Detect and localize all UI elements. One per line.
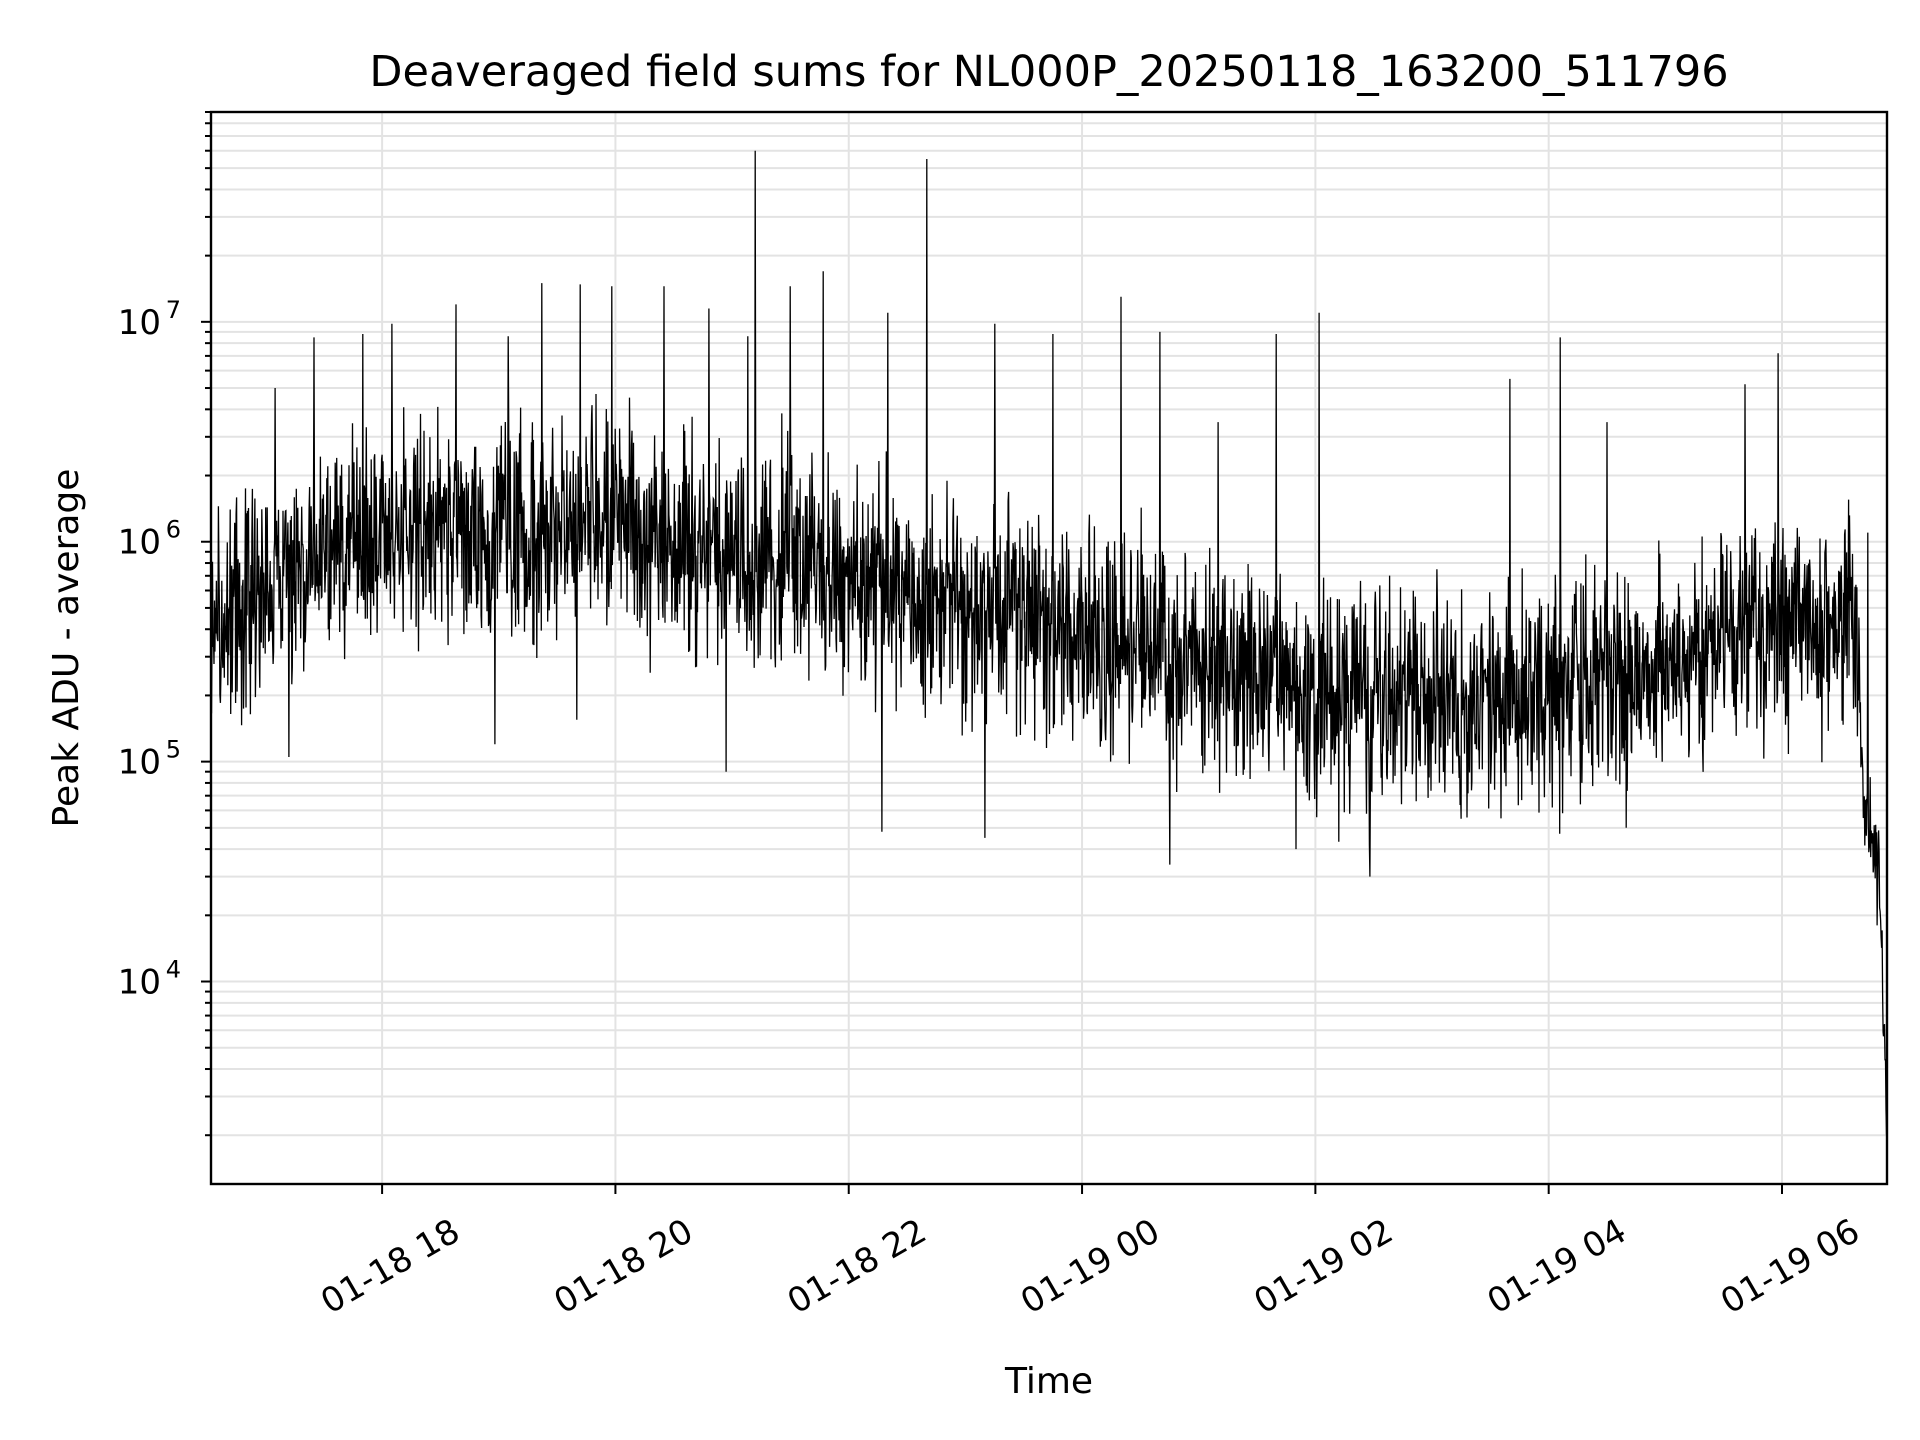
y-tick-exponent: 7 xyxy=(166,296,181,324)
plot-frame xyxy=(209,110,1889,1186)
x-tick-label: 01-19 06 xyxy=(1714,1211,1866,1322)
series-line xyxy=(210,150,1888,1136)
y-tick-label: 10 xyxy=(118,963,161,1003)
x-tick-label: 01-18 18 xyxy=(314,1211,466,1322)
y-tick-base: 10 xyxy=(118,303,161,343)
x-tick-label: 01-19 04 xyxy=(1481,1211,1633,1322)
chart-title: Deaveraged field sums for NL000P_2025011… xyxy=(369,47,1728,97)
y-tick-base: 10 xyxy=(118,743,161,783)
series-layer xyxy=(210,150,1888,1136)
y-tick-exponent: 5 xyxy=(166,736,181,764)
y-tick-base: 10 xyxy=(118,963,161,1003)
x-axis-label: Time xyxy=(1004,1361,1093,1402)
x-tick-label: 01-19 00 xyxy=(1014,1211,1166,1322)
y-tick-base: 10 xyxy=(118,523,161,563)
y-tick-exponent: 4 xyxy=(166,956,181,984)
y-tick-label: 10 xyxy=(118,523,161,563)
x-tick-label: 01-18 22 xyxy=(781,1211,933,1322)
y-tick-label: 10 xyxy=(118,303,161,343)
x-tick-label: 01-18 20 xyxy=(548,1211,700,1322)
y-axis-label: Peak ADU - average xyxy=(46,469,87,828)
y-tick-label: 10 xyxy=(118,743,161,783)
y-tick-exponent: 6 xyxy=(166,516,181,544)
x-tick-label: 01-19 02 xyxy=(1247,1211,1399,1322)
